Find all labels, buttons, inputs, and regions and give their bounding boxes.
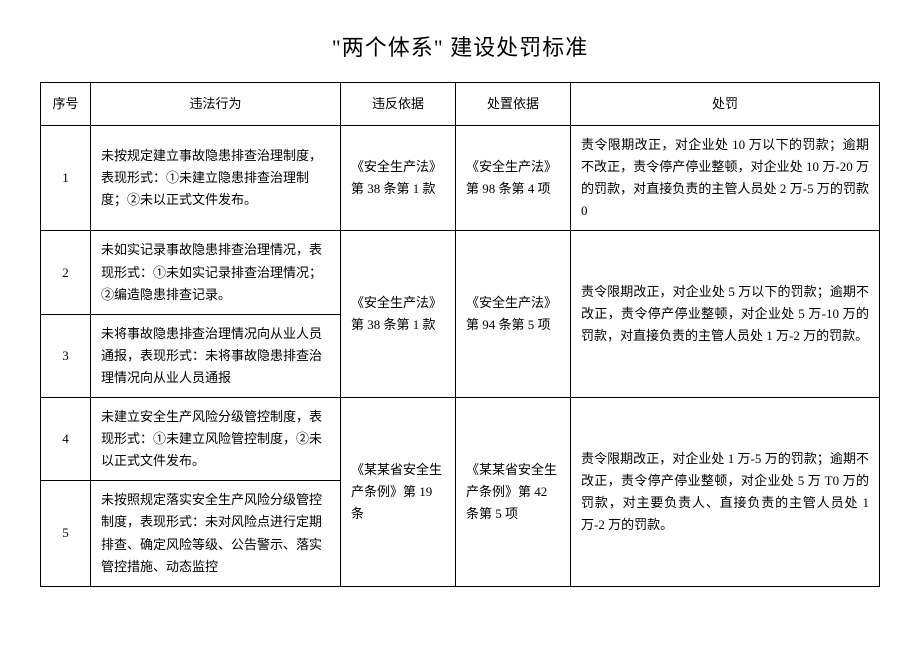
page-title: "两个体系" 建设处罚标准 xyxy=(40,30,880,62)
penalty-table: 序号 违法行为 违反依据 处置依据 处罚 1 未按规定建立事故隐患排查治理制度，… xyxy=(40,82,880,587)
header-basis2: 处置依据 xyxy=(456,83,571,126)
cell-penalty: 责令限期改正，对企业处 1 万-5 万的罚款；逾期不改正，责令停产停业整顿，对企… xyxy=(571,398,880,587)
cell-basis1: 《安全生产法》第 38 条第 1 款 xyxy=(341,126,456,231)
header-num: 序号 xyxy=(41,83,91,126)
cell-basis1: 《安全生产法》第 38 条第 1 款 xyxy=(341,231,456,398)
cell-basis2: 《安全生产法》第 98 条第 4 项 xyxy=(456,126,571,231)
cell-num: 4 xyxy=(41,398,91,481)
cell-act: 未按规定建立事故隐患排查治理制度，表现形式：①未建立隐患排查治理制度；②未以正式… xyxy=(91,126,341,231)
cell-basis1: 《某某省安全生产条例》第 19 条 xyxy=(341,398,456,587)
table-header-row: 序号 违法行为 违反依据 处置依据 处罚 xyxy=(41,83,880,126)
table-row: 1 未按规定建立事故隐患排查治理制度，表现形式：①未建立隐患排查治理制度；②未以… xyxy=(41,126,880,231)
cell-basis2: 《安全生产法》第 94 条第 5 项 xyxy=(456,231,571,398)
cell-act: 未建立安全生产风险分级管控制度，表现形式：①未建立风险管控制度，②未以正式文件发… xyxy=(91,398,341,481)
cell-num: 1 xyxy=(41,126,91,231)
header-basis1: 违反依据 xyxy=(341,83,456,126)
cell-penalty: 责令限期改正，对企业处 5 万以下的罚款；逾期不改正，责令停产停业整顿，对企业处… xyxy=(571,231,880,398)
cell-num: 5 xyxy=(41,481,91,586)
cell-act: 未将事故隐患排查治理情况向从业人员通报，表现形式：未将事故隐患排查治理情况向从业… xyxy=(91,314,341,397)
table-row: 4 未建立安全生产风险分级管控制度，表现形式：①未建立风险管控制度，②未以正式文… xyxy=(41,398,880,481)
cell-act: 未如实记录事故隐患排查治理情况，表现形式：①未如实记录排查治理情况；②编造隐患排… xyxy=(91,231,341,314)
cell-act: 未按照规定落实安全生产风险分级管控制度，表现形式：未对风险点进行定期排查、确定风… xyxy=(91,481,341,586)
table-row: 2 未如实记录事故隐患排查治理情况，表现形式：①未如实记录排查治理情况；②编造隐… xyxy=(41,231,880,314)
cell-num: 2 xyxy=(41,231,91,314)
header-penalty: 处罚 xyxy=(571,83,880,126)
cell-num: 3 xyxy=(41,314,91,397)
cell-basis2: 《某某省安全生产条例》第 42 条第 5 项 xyxy=(456,398,571,587)
cell-penalty: 责令限期改正，对企业处 10 万以下的罚款；逾期不改正，责令停产停业整顿，对企业… xyxy=(571,126,880,231)
header-act: 违法行为 xyxy=(91,83,341,126)
